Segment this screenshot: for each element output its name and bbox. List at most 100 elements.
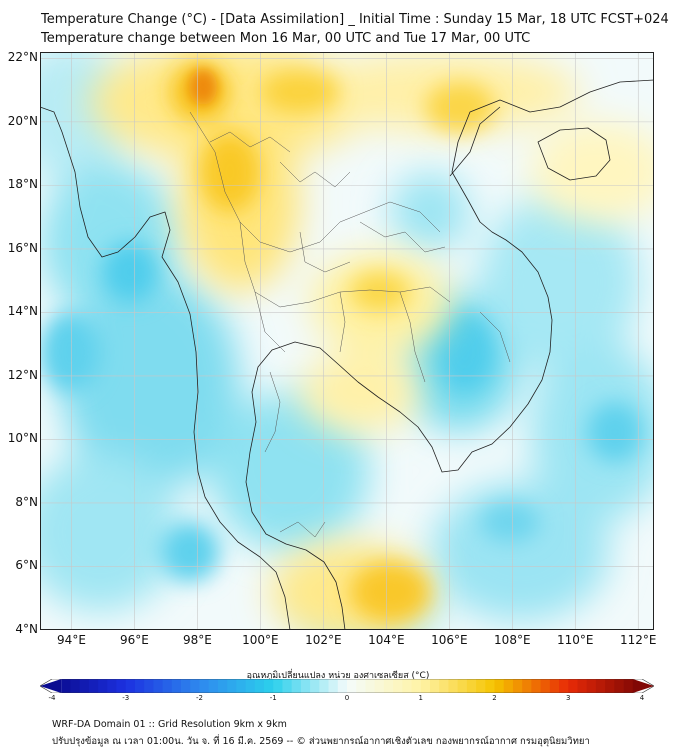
colorbar-cell xyxy=(466,679,477,693)
lon-label-108: 108°E xyxy=(494,633,531,647)
colorbar-cell xyxy=(559,679,569,693)
coastlines xyxy=(40,79,654,630)
colorbar-cell xyxy=(79,679,90,693)
map-panel xyxy=(40,52,654,630)
lon-label-104: 104°E xyxy=(368,633,405,647)
temperature-map xyxy=(40,52,654,630)
colorbar-cell xyxy=(356,679,366,693)
lat-label-20: 20°N xyxy=(7,113,38,128)
lat-label-10: 10°N xyxy=(7,431,38,446)
colorbar-cell xyxy=(40,679,62,693)
colorbar-tick: -3 xyxy=(122,694,130,702)
colorbar-cell xyxy=(254,679,265,693)
colorbar-cell xyxy=(503,679,514,693)
colorbar-cell xyxy=(171,679,182,693)
colorbar-cell xyxy=(88,679,99,693)
colorbar-tick: -2 xyxy=(196,694,203,702)
colorbar-tick: -4 xyxy=(48,694,56,702)
colorbar-cell xyxy=(282,679,293,693)
colorbar-cell xyxy=(273,679,283,693)
colorbar-cell xyxy=(393,679,403,693)
colorbar-cell xyxy=(227,679,237,693)
colorbar-cell xyxy=(217,679,228,693)
colorbar-cell xyxy=(310,679,320,693)
lon-label-112: 112°E xyxy=(620,633,657,647)
colorbar-cell xyxy=(347,679,357,693)
model-info: WRF-DA Domain 01 :: Grid Resolution 9km … xyxy=(52,719,287,730)
colorbar-tick: 1 xyxy=(418,694,423,702)
colorbar-cell xyxy=(61,679,71,693)
lon-label-102: 102°E xyxy=(305,633,342,647)
colorbar-cell xyxy=(134,679,145,693)
colorbar-cell xyxy=(190,679,200,693)
colorbar-cell xyxy=(162,679,173,693)
colorbar-cell xyxy=(411,679,422,693)
colorbar-cell xyxy=(181,679,191,693)
cool-anomaly-cores xyxy=(40,242,643,582)
colorbar-cell xyxy=(208,679,219,693)
colorbar-cell xyxy=(420,679,431,693)
coastline-gulf-of-tonkin xyxy=(449,106,501,177)
colorbar-cell xyxy=(125,679,136,693)
map-frame xyxy=(40,52,654,630)
lon-label-106: 106°E xyxy=(431,633,468,647)
colorbar-cell xyxy=(605,679,615,693)
colorbar-cell xyxy=(264,679,274,693)
colorbar-cell xyxy=(614,679,624,693)
lon-label-110: 110°E xyxy=(557,633,594,647)
colorbar-tick: 2 xyxy=(492,694,497,702)
colorbar-cell xyxy=(365,679,376,693)
lon-label-96: 96°E xyxy=(120,633,149,647)
lon-label-94: 94°E xyxy=(57,633,86,647)
colorbar-tick: 4 xyxy=(639,694,645,702)
colorbar-cell xyxy=(439,679,449,693)
colorbar-tick: -1 xyxy=(269,694,277,702)
colorbar-cell xyxy=(402,679,412,693)
cool-anomaly-field xyxy=(40,52,654,630)
colorbar-cell xyxy=(319,679,329,693)
lat-label-14: 14°N xyxy=(7,304,38,319)
colorbar-cell xyxy=(531,679,541,693)
lat-label-22: 22°N xyxy=(7,50,38,65)
colorbar-cell xyxy=(577,679,588,693)
colorbar-cell xyxy=(540,679,551,693)
colorbar xyxy=(40,679,654,693)
colorbar-cell xyxy=(116,679,127,693)
colorbar-cell xyxy=(623,679,634,693)
colorbar-title: อุณหภูมิเปลี่ยนแปลง หน่วย องศาเซลเซียส (… xyxy=(246,671,430,681)
colorbar-cell xyxy=(328,679,339,693)
colorbar-cell xyxy=(485,679,495,693)
colorbar-cell xyxy=(549,679,560,693)
colorbar-cells xyxy=(40,679,654,693)
colorbar-cell xyxy=(374,679,385,693)
colorbar-cell xyxy=(512,679,523,693)
colorbar-cell xyxy=(632,679,654,693)
colorbar-cell xyxy=(153,679,164,693)
colorbar-tick: 0 xyxy=(344,694,350,702)
lon-label-98: 98°E xyxy=(182,633,212,647)
coastline-gulf-of-thailand xyxy=(249,79,654,473)
colorbar-cell xyxy=(429,679,440,693)
colorbar-cell xyxy=(476,679,486,693)
colorbar-cell xyxy=(448,679,459,693)
hot-spot xyxy=(189,69,217,105)
coastline-malay-peninsula-east xyxy=(245,451,346,630)
colorbar-cell xyxy=(236,679,246,693)
admin-borders xyxy=(189,111,511,538)
lat-label-16: 16°N xyxy=(7,240,38,255)
colorbar-cell xyxy=(337,679,348,693)
colorbar-cell xyxy=(107,679,117,693)
lat-label-4: 4°N xyxy=(15,622,38,636)
colorbar-cell xyxy=(568,679,578,693)
colorbar-tick: 3 xyxy=(566,694,571,702)
colorbar-cell xyxy=(457,679,468,693)
colorbar-cell xyxy=(98,679,108,693)
map-subtitle: Temperature change between Mon 16 Mar, 0… xyxy=(41,31,531,46)
coastline-myanmar-thai-west xyxy=(40,106,291,630)
colorbar-cell xyxy=(144,679,154,693)
colorbar-cell xyxy=(70,679,81,693)
lat-label-12: 12°N xyxy=(7,367,38,382)
lat-label-6: 6°N xyxy=(15,558,38,573)
colorbar-cell xyxy=(245,679,256,693)
lat-label-8: 8°N xyxy=(15,494,38,509)
